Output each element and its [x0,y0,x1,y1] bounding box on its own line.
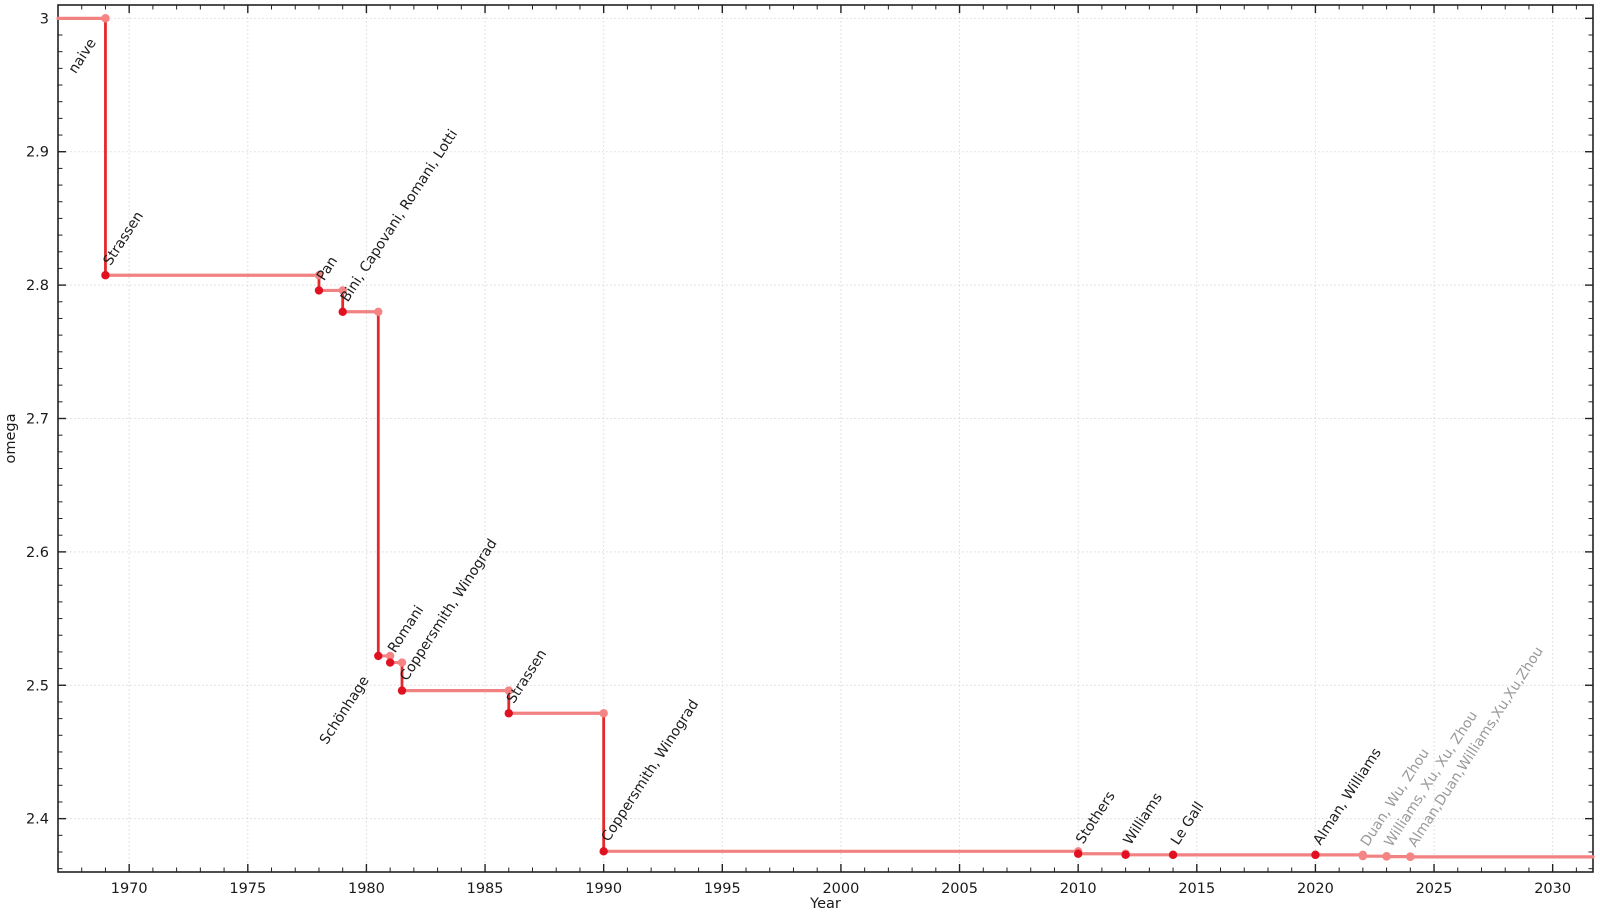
x-tick-label: 1970 [111,881,148,897]
x-tick-label: 2015 [1178,881,1215,897]
x-tick-label: 1995 [704,881,741,897]
y-tick-label: 2.4 [26,812,49,828]
data-point [314,286,324,295]
y-tick-label: 2.5 [26,678,49,694]
y-tick-label: 3 [40,11,49,27]
point-label: Bini, Capovani, Romani, Lotti [338,127,461,305]
plot-border [57,4,1594,873]
data-point [1406,852,1415,862]
point-label: Schönhage [317,673,373,747]
y-tick-label: 2.8 [26,278,49,294]
point-label: Strassen [504,647,551,707]
data-point [1168,850,1178,860]
data-point [338,307,347,316]
data-point [101,271,110,280]
data-point [1073,849,1083,858]
data-point [374,651,383,661]
prev-value-point [385,651,395,661]
prev-value-point [504,686,513,695]
data-point [385,658,395,667]
point-label: Strassen [100,209,147,269]
x-axis-title: Year [809,896,841,912]
y-tick-label: 2.7 [26,411,49,427]
point-label: naive [66,36,100,77]
y-tick-label: 2.6 [26,545,49,561]
x-tick-label: 2000 [822,881,859,897]
y-tick-label: 2.9 [26,145,49,161]
point-label: Alman,Duan,Williams,Xu,Xu,Zhou [1405,644,1547,850]
prev-value-point [374,307,383,316]
prev-value-point [599,709,608,718]
x-tick-label: 2020 [1297,881,1334,897]
data-point [504,709,513,718]
data-point [1311,850,1320,860]
point-label: Le Gall [1168,799,1207,848]
x-tick-label: 1975 [229,881,266,897]
x-tick-label: 2025 [1416,881,1453,897]
x-tick-label: 2005 [941,881,978,897]
data-point [397,686,407,695]
x-tick-label: 1990 [585,881,622,897]
point-label: Stothers [1073,789,1119,847]
data-points [101,14,1415,862]
x-tick-label: 1985 [467,881,504,897]
x-tick-label: 1980 [348,881,385,897]
point-label: Coppersmith, Winograd [599,697,703,845]
data-point [101,14,110,23]
prev-value-point [314,271,324,280]
prev-value-points [101,14,1415,861]
data-point [599,847,608,856]
prev-value-point [338,286,347,295]
step-vertical-segments [104,16,1412,859]
y-axis-title: omega [3,413,19,463]
x-tick-label: 2010 [1060,881,1097,897]
data-point [1121,850,1130,859]
prev-value-point [397,658,407,667]
step-horizontal-segments [56,16,1595,859]
data-point [1358,851,1368,861]
data-point [1382,852,1391,861]
x-tick-label: 2030 [1534,881,1571,897]
